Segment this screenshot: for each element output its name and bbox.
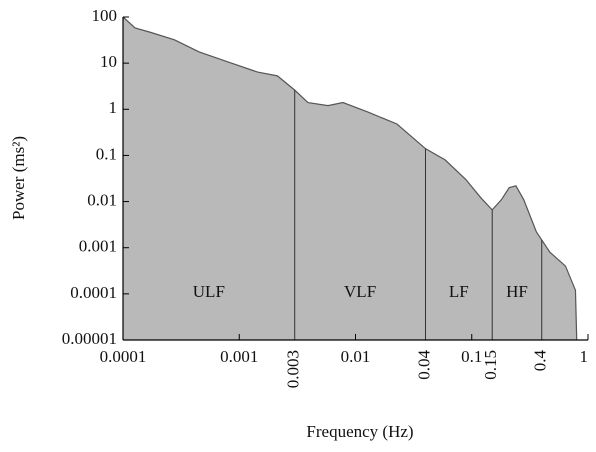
area-fill [123, 17, 577, 340]
y-tick-label: 1 [109, 98, 118, 117]
band-label: LF [449, 282, 469, 301]
band-label: ULF [193, 282, 225, 301]
y-axis-label: Power (ms²) [9, 136, 28, 220]
band-edge-label: 0.4 [531, 350, 550, 372]
y-tick-label: 0.1 [96, 144, 117, 163]
area-line [122, 16, 578, 341]
x-tick-label: 1 [580, 347, 589, 366]
x-tick-label: 0.001 [220, 347, 258, 366]
y-tick-label: 0.0001 [70, 283, 117, 302]
band-edge-label: 0.15 [481, 350, 500, 380]
y-tick-label: 0.00001 [62, 329, 117, 348]
y-tick-label: 0.001 [79, 237, 117, 256]
band-label: HF [506, 282, 528, 301]
band-edge-label: 0.04 [414, 350, 433, 380]
band-label: VLF [344, 282, 376, 301]
x-tick-label: 0.0001 [100, 347, 147, 366]
band-edge-label: 0.003 [284, 350, 303, 388]
y-tick-label: 100 [92, 6, 118, 25]
x-axis-label: Frequency (Hz) [306, 422, 413, 441]
y-tick-label: 0.01 [87, 190, 117, 209]
x-tick-label: 0.1 [461, 347, 482, 366]
x-tick-label: 0.01 [341, 347, 371, 366]
y-tick-label: 10 [100, 52, 117, 71]
